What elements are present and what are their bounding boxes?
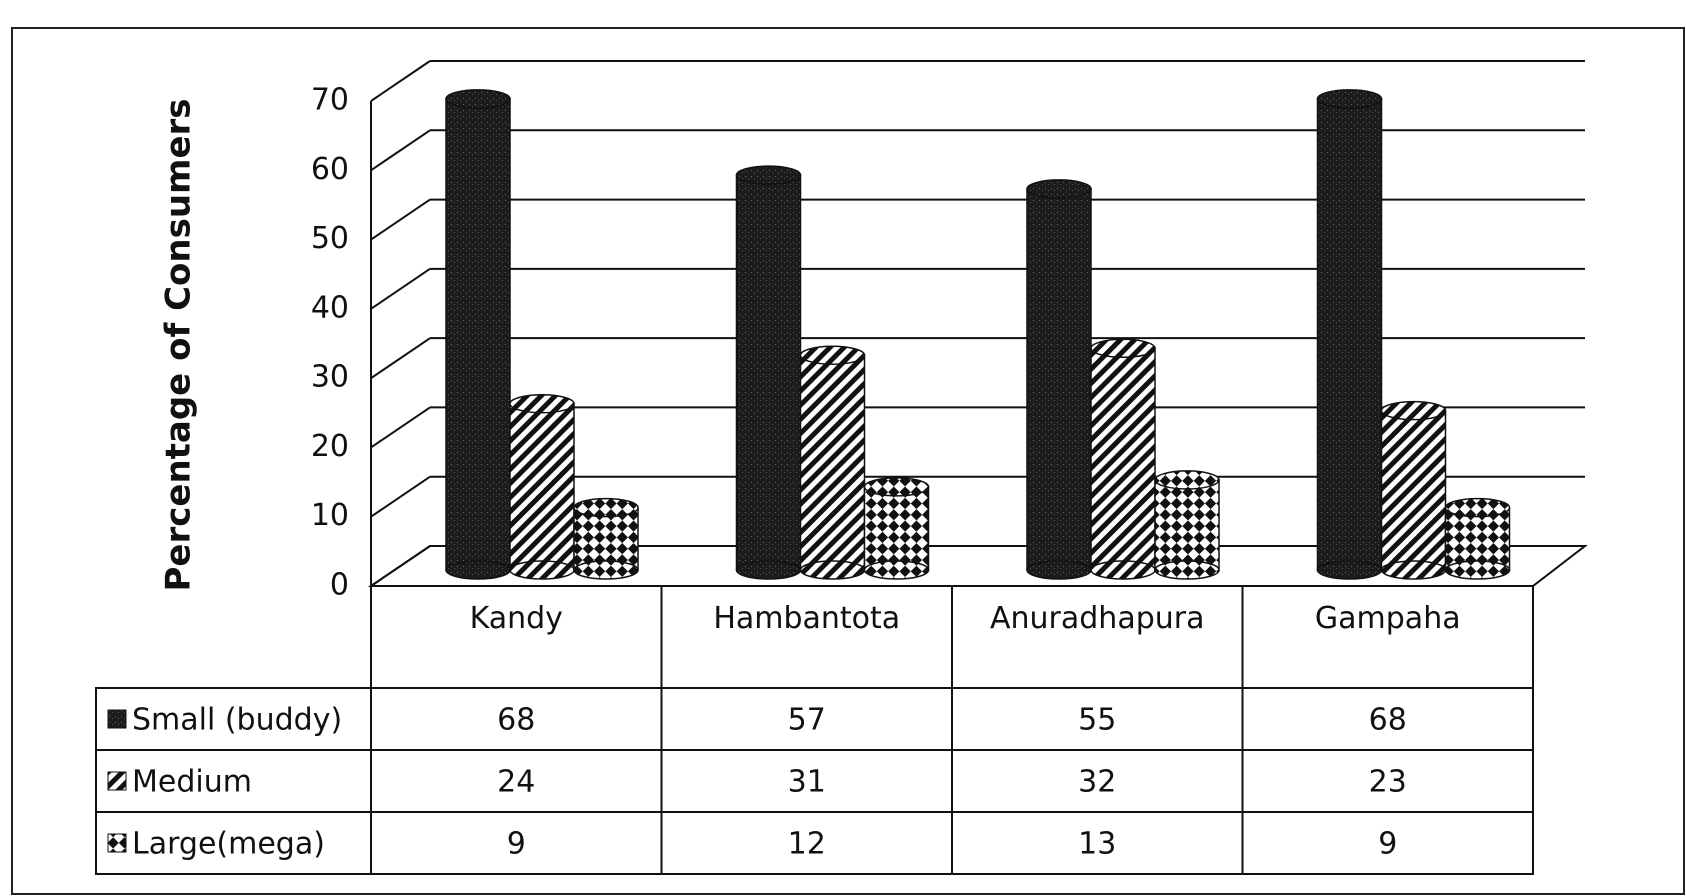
bar-top xyxy=(799,345,866,365)
y-tick-label: 40 xyxy=(311,290,349,325)
y-tick-label: 10 xyxy=(311,498,349,533)
data-label: 32 xyxy=(1078,765,1116,800)
bar-base xyxy=(1380,560,1447,580)
bar-base xyxy=(573,560,639,580)
bar-top xyxy=(1444,497,1511,518)
y-tick-label: 0 xyxy=(330,568,349,603)
legend-swatch xyxy=(107,709,127,729)
bar-top xyxy=(1316,89,1383,109)
bar-body xyxy=(573,506,639,571)
bar-base xyxy=(1154,560,1220,580)
bar xyxy=(573,497,639,580)
bar-base xyxy=(863,560,930,580)
bar-top xyxy=(735,165,802,185)
grid-line xyxy=(370,60,431,102)
y-tick-label: 70 xyxy=(311,83,349,118)
bar-body xyxy=(863,486,930,571)
bar-top xyxy=(573,497,639,518)
bar-base xyxy=(509,560,575,580)
category-cell: Anuradhapura xyxy=(990,601,1205,636)
y-axis-title: Percentage of Consumers xyxy=(159,98,199,591)
data-label: 12 xyxy=(788,827,826,862)
bar-top xyxy=(1154,470,1220,490)
bar-top xyxy=(1090,338,1156,359)
bar-top xyxy=(445,89,511,109)
x-tick-label: Kandy xyxy=(469,601,563,636)
bar xyxy=(1026,179,1092,580)
x-tick-label: Hambantota xyxy=(713,601,901,636)
grid-line xyxy=(370,268,431,310)
bar xyxy=(1444,497,1511,580)
y-tick-label: 30 xyxy=(311,360,349,395)
data-label: 13 xyxy=(1078,827,1116,862)
data-label: 68 xyxy=(1369,703,1407,738)
bar-body xyxy=(445,98,511,571)
bar-base xyxy=(735,560,802,580)
table-row xyxy=(95,811,1534,875)
bar-base xyxy=(1090,560,1156,580)
bar-top xyxy=(1026,179,1092,199)
grid-line xyxy=(370,129,431,172)
bar xyxy=(735,165,802,580)
data-label: 68 xyxy=(497,703,535,738)
legend-label: Medium xyxy=(132,765,252,800)
bar-body xyxy=(735,174,802,571)
bar xyxy=(445,89,511,580)
bar-body xyxy=(509,402,575,571)
grid-line xyxy=(370,198,431,241)
bar-base xyxy=(799,560,866,580)
y-tick-label: 20 xyxy=(311,429,349,464)
bar-body xyxy=(1090,347,1156,571)
bar-top xyxy=(509,393,575,414)
x-tick-label: Anuradhapura xyxy=(990,601,1205,636)
grid-line xyxy=(370,545,431,587)
bar-body xyxy=(1154,479,1220,571)
bar xyxy=(799,345,866,580)
grid-line xyxy=(370,406,431,449)
bar-top xyxy=(1380,400,1447,421)
bar xyxy=(1380,400,1447,580)
legend-label: Large(mega) xyxy=(132,827,325,862)
y-tick-label: 60 xyxy=(311,152,349,187)
bar xyxy=(1316,89,1383,580)
bar-body xyxy=(1380,409,1447,571)
legend-label: Small (buddy) xyxy=(132,703,342,738)
bar xyxy=(509,393,575,580)
bar-base xyxy=(1026,560,1092,580)
bar-base xyxy=(1444,560,1511,580)
bar xyxy=(863,477,930,580)
bar-top xyxy=(863,477,930,497)
category-cell: Hambantota xyxy=(713,601,901,636)
data-label: 57 xyxy=(788,703,826,738)
y-tick-label: 50 xyxy=(311,221,349,256)
bar xyxy=(1154,470,1220,580)
bar-body xyxy=(1316,98,1383,571)
data-label: 9 xyxy=(1378,827,1397,862)
bar-base xyxy=(1316,560,1383,580)
x-tick-label: Gampaha xyxy=(1314,601,1461,636)
bar-body xyxy=(799,354,866,571)
bar xyxy=(1090,338,1156,580)
data-label: 9 xyxy=(507,827,526,862)
legend-swatch xyxy=(107,833,127,853)
category-cell: Kandy xyxy=(469,601,563,636)
data-label: 23 xyxy=(1369,765,1407,800)
bar-base xyxy=(445,560,511,580)
frame xyxy=(11,27,1685,895)
data-label: 24 xyxy=(497,765,535,800)
legend-swatch xyxy=(107,771,127,791)
category-cell: Gampaha xyxy=(1314,601,1461,636)
data-label: 55 xyxy=(1078,703,1116,738)
bar-body xyxy=(1444,506,1511,571)
bar-body xyxy=(1026,188,1092,571)
grid-line xyxy=(370,337,431,379)
grid-line xyxy=(370,475,431,518)
data-label: 31 xyxy=(788,765,826,800)
